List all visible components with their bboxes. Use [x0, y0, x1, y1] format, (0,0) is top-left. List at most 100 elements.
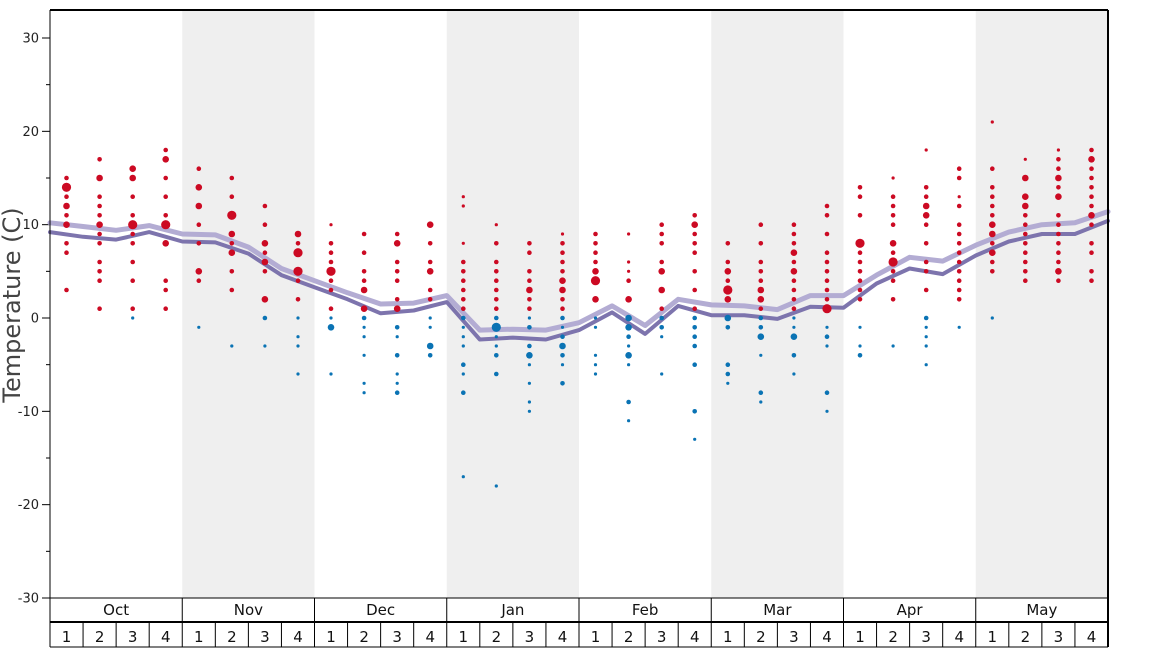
data-point [97, 157, 102, 162]
month-label: Feb [632, 601, 659, 619]
data-point [494, 344, 498, 348]
data-point [329, 316, 333, 320]
data-point [627, 419, 631, 423]
data-point [593, 241, 598, 246]
data-point [923, 259, 929, 265]
data-point [427, 287, 433, 293]
data-point [956, 287, 962, 293]
data-point [560, 363, 565, 367]
data-point [857, 213, 863, 218]
data-point [163, 175, 168, 181]
data-point [461, 335, 465, 339]
week-label: 3 [657, 628, 667, 646]
data-point [527, 250, 532, 255]
data-point [461, 306, 466, 312]
data-point [461, 204, 465, 208]
data-point [956, 250, 962, 255]
data-point [824, 213, 830, 218]
data-point [660, 335, 664, 339]
week-label: 2 [624, 628, 634, 646]
data-point [658, 268, 665, 275]
data-point [1089, 222, 1094, 227]
data-point [394, 297, 400, 302]
data-point [824, 297, 830, 302]
y-tick-label: -20 [18, 498, 39, 513]
data-point [627, 344, 631, 348]
data-point [261, 240, 269, 247]
data-point [855, 238, 865, 248]
month-band [975, 10, 1108, 598]
week-label: 3 [921, 628, 931, 646]
week-label: 4 [690, 628, 700, 646]
data-point [195, 202, 203, 210]
week-label: 1 [326, 628, 336, 646]
data-point [824, 250, 830, 255]
data-point [890, 269, 896, 274]
data-point [395, 372, 399, 376]
week-label: 4 [954, 628, 964, 646]
data-point [360, 305, 368, 313]
data-point [361, 269, 367, 274]
data-point [593, 250, 598, 255]
data-point [64, 250, 69, 255]
data-point [494, 315, 499, 321]
data-point [660, 372, 664, 376]
week-label: 2 [492, 628, 502, 646]
data-point [725, 362, 731, 368]
data-point [956, 278, 962, 284]
data-point [494, 278, 499, 284]
data-point [1023, 278, 1028, 284]
month-band [182, 10, 315, 598]
data-point [1023, 269, 1028, 274]
data-point [626, 399, 631, 405]
data-point [692, 343, 697, 349]
data-point [327, 324, 335, 331]
data-point [692, 306, 697, 312]
data-point [758, 315, 764, 321]
data-point [328, 306, 334, 312]
data-point [1055, 268, 1062, 275]
data-point [296, 316, 300, 320]
data-point [724, 314, 732, 322]
data-point [824, 231, 830, 237]
data-point [261, 258, 269, 266]
data-point [163, 287, 168, 293]
data-point [857, 269, 863, 274]
data-point [924, 148, 928, 152]
data-point [1056, 241, 1061, 246]
data-point [394, 325, 400, 330]
data-point [593, 353, 598, 357]
month-bands [182, 10, 1108, 598]
data-point [64, 194, 69, 199]
data-point [956, 231, 962, 237]
data-point [627, 232, 631, 236]
data-point [97, 278, 102, 284]
data-point [890, 213, 896, 218]
data-point [957, 325, 961, 329]
data-point [560, 381, 565, 386]
data-point [295, 278, 301, 284]
data-point [1056, 278, 1061, 284]
data-point [527, 306, 532, 312]
data-point [890, 194, 896, 199]
trend-line-dark [48, 218, 1110, 342]
data-point [791, 259, 797, 265]
x-axis: Oct 1 2 3 4 Nov 1 2 3 4 Dec 1 2 3 4 Jan 1 2 3 4 Feb 1 2 3 4 Mar 1 2… [50, 597, 1108, 648]
data-point [130, 213, 135, 218]
trend-line-light [47, 209, 1111, 333]
data-point [923, 222, 929, 227]
data-point [461, 297, 466, 302]
data-point [889, 240, 897, 247]
data-point [758, 269, 764, 274]
data-point [560, 232, 565, 236]
data-point [923, 194, 929, 199]
data-point [395, 335, 399, 339]
data-point [195, 184, 203, 191]
data-point [758, 390, 764, 396]
data-point [97, 241, 102, 246]
week-label: 4 [822, 628, 832, 646]
data-point [559, 286, 566, 294]
data-point [163, 278, 168, 284]
data-point [97, 213, 102, 218]
